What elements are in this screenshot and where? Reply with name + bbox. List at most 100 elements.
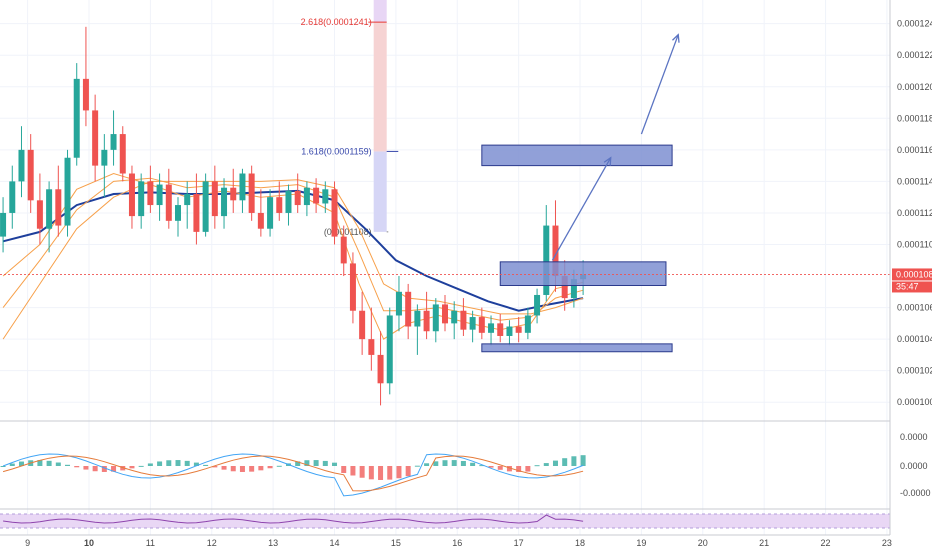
candle-body bbox=[110, 134, 117, 150]
candle-body bbox=[230, 187, 237, 201]
countdown-label: 35:47 bbox=[896, 281, 919, 291]
candle-body bbox=[46, 189, 53, 229]
candle-body bbox=[239, 173, 246, 201]
price-zone-2 bbox=[499, 261, 667, 287]
candle-body bbox=[460, 310, 467, 330]
candle-body bbox=[303, 187, 310, 206]
candle-body bbox=[248, 173, 255, 213]
time-axis-label: 13 bbox=[268, 538, 278, 548]
macd-axis-label-3: -0.0000 bbox=[900, 488, 931, 498]
macd-histogram-bar bbox=[322, 460, 328, 466]
candle-body bbox=[331, 189, 338, 237]
macd-histogram-bar bbox=[120, 466, 126, 471]
macd-histogram-bar bbox=[83, 466, 89, 470]
moving-averages bbox=[2, 172, 584, 340]
price-axis-label: 0.0001200 bbox=[897, 82, 932, 92]
macd-line bbox=[2, 453, 584, 497]
price-axis-label: 0.0001000 bbox=[897, 397, 932, 407]
candle-body bbox=[147, 181, 154, 206]
macd-signal-line bbox=[2, 455, 584, 492]
rsi-band bbox=[0, 514, 890, 528]
candle-body bbox=[211, 181, 218, 217]
candle-body bbox=[55, 189, 62, 226]
candle-body bbox=[165, 184, 172, 221]
candle-body bbox=[18, 149, 25, 182]
time-axis-label: 10 bbox=[84, 538, 94, 548]
rsi-pane bbox=[0, 508, 890, 529]
candle-body bbox=[414, 310, 421, 327]
price-axis-label: 0.0001240 bbox=[897, 19, 932, 29]
candle-body bbox=[488, 323, 495, 333]
candle-body bbox=[82, 78, 89, 111]
macd-histogram-bar bbox=[0, 466, 6, 467]
macd-histogram-bar bbox=[239, 466, 245, 472]
fibonacci-extension[interactable]: 2.618(0.0001241) 1.618(0.0001159) (0.00011… bbox=[301, 0, 399, 237]
candle-body bbox=[349, 263, 356, 311]
macd-histogram-bar bbox=[470, 462, 476, 466]
candle-body bbox=[497, 323, 504, 336]
macd-histogram-bar bbox=[166, 460, 172, 466]
time-axis-label: 12 bbox=[207, 538, 217, 548]
candle-body bbox=[267, 197, 274, 229]
candle-body bbox=[469, 317, 476, 330]
time-axis-label: 21 bbox=[759, 538, 769, 548]
fib-label-1618: 1.618(0.0001159) bbox=[301, 146, 371, 156]
fib-label-base: (0.0001108) bbox=[324, 227, 372, 237]
price-axis-label: 0.0001020 bbox=[897, 366, 932, 376]
projection-arrows[interactable] bbox=[551, 33, 680, 261]
candle-body bbox=[423, 310, 430, 332]
time-axis-label: 14 bbox=[330, 538, 340, 548]
macd-histogram-bar bbox=[276, 465, 282, 467]
time-axis-label: 22 bbox=[821, 538, 831, 548]
fib-band-upper bbox=[373, 22, 387, 152]
candle-body bbox=[64, 157, 71, 226]
rsi-line bbox=[3, 514, 584, 524]
macd-histogram-bar bbox=[350, 466, 356, 476]
price-zones[interactable] bbox=[481, 144, 673, 353]
candle-body bbox=[193, 194, 200, 232]
moving-average-ma_orange_3 bbox=[2, 179, 584, 340]
macd-histogram-bar bbox=[387, 466, 393, 480]
candle-body bbox=[552, 225, 559, 277]
macd-histogram-bar bbox=[175, 460, 181, 466]
candle-body bbox=[340, 236, 347, 264]
time-axis-label: 15 bbox=[391, 538, 401, 548]
candle-body bbox=[313, 187, 320, 204]
arrow-head-1 bbox=[603, 156, 612, 166]
time-axis-label: 23 bbox=[882, 538, 892, 548]
macd-histogram-bar bbox=[414, 465, 420, 467]
macd-histogram-bar bbox=[267, 466, 273, 469]
macd-histogram-bar bbox=[111, 466, 117, 472]
candle-body bbox=[570, 279, 577, 299]
candle-body bbox=[221, 187, 228, 217]
macd-histogram-bar bbox=[552, 460, 558, 466]
time-axis-label: 18 bbox=[575, 538, 585, 548]
candle-body bbox=[156, 184, 163, 206]
macd-histogram-bar bbox=[543, 463, 549, 466]
macd-histogram-bar bbox=[368, 466, 374, 480]
macd-histogram-bar bbox=[184, 460, 190, 466]
macd-histogram-bar bbox=[304, 460, 310, 466]
macd-histogram-bar bbox=[405, 466, 411, 477]
candle-body bbox=[524, 315, 531, 333]
candle-body bbox=[128, 173, 135, 217]
macd-histogram-bar bbox=[313, 460, 319, 466]
price-zone-3 bbox=[481, 343, 673, 353]
moving-average-ma_blue bbox=[2, 189, 584, 312]
macd-histogram-bar bbox=[203, 464, 209, 466]
macd-histogram-bar bbox=[258, 466, 264, 471]
candle-body bbox=[395, 291, 402, 316]
macd-histogram-bar bbox=[378, 466, 384, 480]
candle-body bbox=[405, 291, 412, 327]
macd-histogram-bar bbox=[359, 466, 365, 478]
macd-histogram-bar bbox=[230, 466, 236, 472]
macd-histogram-bar bbox=[571, 456, 577, 466]
candle-body bbox=[9, 181, 16, 213]
macd-histogram-bar bbox=[534, 465, 540, 467]
macd-histogram-bar bbox=[506, 466, 512, 472]
time-axis-label: 19 bbox=[636, 538, 646, 548]
candle-body bbox=[377, 354, 384, 384]
